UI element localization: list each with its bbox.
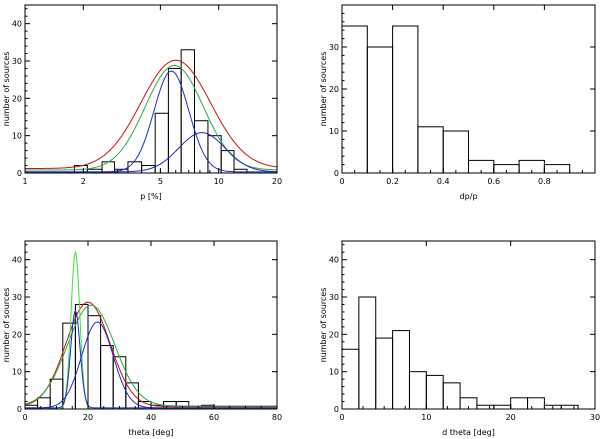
y-tick-label-1: 10 <box>329 127 339 136</box>
panel-dtheta-histogram: 0 10 20 30 0 10 20 30 40 d theta [deg] number of s… <box>319 240 600 437</box>
x-tick-label-2: 5 <box>158 177 163 186</box>
y-tick-label-1: 10 <box>12 368 22 377</box>
histogram-bar-1 <box>86 168 103 174</box>
panel-theta-histogram: 0 20 40 60 80 0 10 20 30 40 theta [deg] number of s… <box>2 240 282 437</box>
histogram-bar-5 <box>87 315 102 410</box>
y-tick-label-0: 0 <box>17 405 22 414</box>
histogram-bar-1 <box>366 46 394 174</box>
histogram-bar-12 <box>233 168 248 174</box>
y-tick-label-2: 20 <box>12 94 22 103</box>
x-tick-label-2: 40 <box>146 413 156 422</box>
histogram-bar-3 <box>392 330 410 410</box>
histogram-bar-6 <box>442 382 461 410</box>
histogram-bar-11 <box>220 150 235 174</box>
x-tick-label-1: 10 <box>421 413 431 422</box>
fit-curve-0 <box>25 59 278 170</box>
y-tick-label-2: 20 <box>329 85 339 94</box>
x-tick-label-0: 0 <box>22 413 27 422</box>
histogram-bar-9 <box>493 404 512 410</box>
x-tick-label-4: 0.8 <box>538 177 551 186</box>
x-tick-label-0: 0 <box>339 413 344 422</box>
x-tick-label-1: 20 <box>83 413 93 422</box>
x-tick-label-3: 30 <box>590 413 600 422</box>
y-tick-label-2: 20 <box>12 330 22 339</box>
x-tick-label-1: 2 <box>81 177 86 186</box>
histogram-bar-8 <box>180 49 195 174</box>
panel-dp-histogram: 0 0.2 0.4 0.6 0.8 0 10 20 30 dp/p number of source… <box>319 4 596 201</box>
y-axis-label: number of sources <box>2 52 11 127</box>
histogram-bar-6 <box>154 112 169 174</box>
x-axis-label: p [%] <box>140 192 161 201</box>
y-tick-label-3: 30 <box>12 57 22 66</box>
histogram-bar-0 <box>341 25 368 174</box>
y-axis-label: number of sources <box>319 52 328 127</box>
fit-curve-1 <box>25 64 278 171</box>
x-tick-label-3: 10 <box>214 177 224 186</box>
y-tick-label-3: 30 <box>12 293 22 302</box>
histogram-bar-1 <box>358 296 377 410</box>
axes-frame <box>24 4 278 174</box>
x-tick-label-4: 80 <box>272 413 282 422</box>
histogram-bar-11 <box>527 397 545 410</box>
y-tick-label-3: 30 <box>329 43 339 52</box>
x-axis-label: d theta [deg] <box>442 428 495 437</box>
x-tick-label-3: 0.6 <box>487 177 500 186</box>
axes-frame <box>341 240 596 410</box>
y-tick-label-0: 0 <box>334 405 339 414</box>
histogram-bar-4 <box>442 130 470 174</box>
x-tick-label-4: 20 <box>272 177 282 186</box>
histogram-bar-5 <box>425 374 444 410</box>
histogram-bar-10 <box>510 397 529 410</box>
y-tick-label-4: 40 <box>12 20 22 29</box>
histogram-bar-4 <box>408 371 427 410</box>
y-tick-label-3: 30 <box>329 293 339 302</box>
x-tick-label-0: 1 <box>22 177 27 186</box>
histogram-bar-7 <box>112 356 127 410</box>
x-tick-label-3: 60 <box>209 413 219 422</box>
x-axis-label: theta [deg] <box>128 428 173 437</box>
y-tick-label-0: 0 <box>17 169 22 178</box>
histogram-bar-6 <box>100 345 114 410</box>
histogram-bar-9 <box>193 120 209 174</box>
y-tick-label-4: 40 <box>329 256 339 265</box>
y-axis-label: number of sources <box>319 288 328 363</box>
panel-p-histogram: 1 2 5 10 20 0 10 20 30 40 p [%] number of sources <box>2 4 282 201</box>
histogram-bar-7 <box>167 67 182 174</box>
fit-curve-2 <box>25 70 277 173</box>
y-axis-label: number of sources <box>2 288 11 363</box>
fit-curve-3 <box>25 132 278 173</box>
histogram-bar-8 <box>476 404 495 410</box>
y-tick-label-1: 10 <box>12 132 22 141</box>
x-tick-label-0: 0 <box>339 177 344 186</box>
fit-curve-1 <box>24 304 277 407</box>
x-axis-label: dp/p <box>460 192 478 201</box>
y-tick-label-4: 40 <box>12 256 22 265</box>
y-tick-label-0: 0 <box>334 169 339 178</box>
x-tick-label-2: 0.4 <box>437 177 450 186</box>
histogram-bar-2 <box>375 337 394 410</box>
y-tick-label-1: 10 <box>329 368 339 377</box>
histogram-bar-13 <box>560 404 579 410</box>
histogram-bar-2 <box>392 25 419 174</box>
x-tick-label-2: 20 <box>506 413 516 422</box>
x-tick-label-1: 0.2 <box>386 177 399 186</box>
histogram-bar-0 <box>24 404 39 410</box>
histogram-bar-3 <box>417 126 444 174</box>
histogram-bar-0 <box>341 348 360 410</box>
y-tick-label-2: 20 <box>329 330 339 339</box>
